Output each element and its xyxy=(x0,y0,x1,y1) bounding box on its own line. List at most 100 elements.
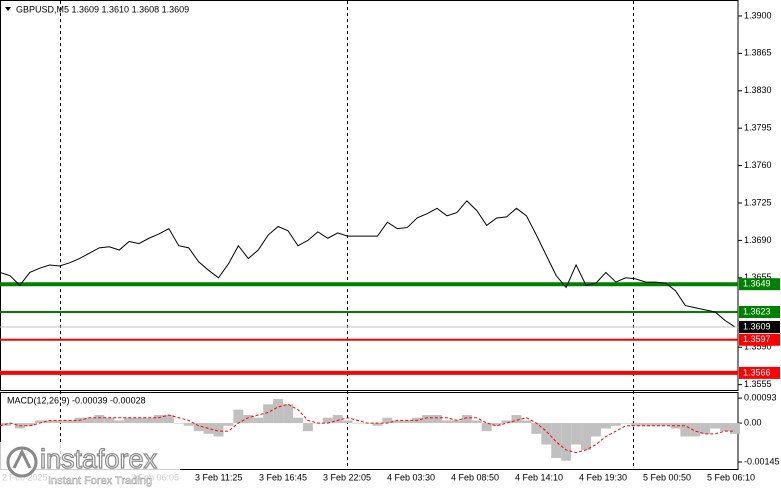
macd-bar xyxy=(144,417,154,424)
macd-bar xyxy=(283,404,294,424)
macd-bar xyxy=(660,423,671,426)
x-tick-label: 4 Feb 14:10 xyxy=(515,472,563,482)
macd-bar xyxy=(382,417,393,424)
y-tick-label: 1.3655 xyxy=(744,272,772,282)
watermark-tagline: Instant Forex Trading xyxy=(48,475,152,487)
price-panel xyxy=(0,0,739,391)
macd-bar xyxy=(551,423,562,458)
macd-bar xyxy=(243,415,254,424)
macd-bar xyxy=(64,420,75,424)
macd-bar xyxy=(521,420,532,424)
y-tick-label: -0.00145 xyxy=(744,456,780,466)
macd-bar xyxy=(273,398,284,424)
macd-bar xyxy=(34,420,45,424)
level-label-bg xyxy=(739,366,780,379)
y-tick-label: 0.00093 xyxy=(744,392,777,402)
macd-bar xyxy=(124,417,135,424)
macd-bar xyxy=(153,415,164,424)
macd-bar xyxy=(402,420,413,424)
macd-bar xyxy=(193,423,204,432)
y-tick-label: 1.3865 xyxy=(744,48,772,58)
macd-bar xyxy=(114,420,125,424)
macd-bar xyxy=(342,420,353,424)
macd-bar xyxy=(233,409,244,424)
macd-bar xyxy=(481,423,492,432)
macd-bar xyxy=(680,423,691,437)
macd-bar xyxy=(620,423,631,424)
macd-bar xyxy=(392,420,403,424)
y-tick-label: 0.00 xyxy=(744,417,762,427)
macd-bar xyxy=(640,423,651,426)
macd-bar xyxy=(352,423,363,424)
x-tick-label: 3 Feb 22:05 xyxy=(323,472,371,482)
macd-bar xyxy=(263,404,274,424)
macd-bar xyxy=(441,420,452,424)
macd-bar xyxy=(372,423,383,426)
macd-bar xyxy=(561,423,572,461)
macd-bar xyxy=(293,417,303,424)
macd-bar xyxy=(451,420,462,424)
macd-bar xyxy=(720,423,731,432)
level-label-bg xyxy=(739,305,780,318)
y-tick-label: 1.3690 xyxy=(744,235,772,245)
macd-bar xyxy=(710,423,721,429)
price-line xyxy=(0,200,736,328)
macd-bar xyxy=(501,420,512,424)
level-label: 1.3649 xyxy=(743,279,771,289)
macd-bar xyxy=(163,415,174,424)
y-tick-label: 1.3830 xyxy=(744,85,772,95)
macd-bar xyxy=(134,417,145,424)
macd-bar xyxy=(253,417,264,424)
last-price-label: 1.3609 xyxy=(743,321,771,331)
macd-bar xyxy=(610,423,621,426)
watermark-brand: instaforex xyxy=(40,444,158,474)
macd-bar xyxy=(541,423,552,445)
level-label: 1.3597 xyxy=(743,334,771,344)
macd-bar xyxy=(183,423,194,426)
x-tick-label: 4 Feb 19:30 xyxy=(579,472,627,482)
y-tick-label: 1.3795 xyxy=(744,123,772,133)
macd-bar xyxy=(511,415,522,424)
macd-bar xyxy=(650,423,661,426)
macd-bar xyxy=(590,423,601,437)
macd-bar xyxy=(581,423,591,450)
macd-bar xyxy=(84,417,95,424)
menu-arrow xyxy=(5,7,11,11)
x-tick-label: 4 Feb 08:50 xyxy=(451,472,499,482)
level-label: 1.3623 xyxy=(743,306,771,316)
y-tick-label: 1.3590 xyxy=(744,342,772,352)
macd-bar xyxy=(94,415,105,424)
macd-bar xyxy=(670,423,681,429)
x-tick-label: 3 Feb 16:45 xyxy=(259,472,307,482)
y-tick-label: 1.3725 xyxy=(744,197,772,207)
macd-bar xyxy=(104,417,115,424)
watermark-logo-mark xyxy=(12,448,32,469)
watermark: instaforex Instant Forex Trading xyxy=(0,442,180,489)
level-label-bg xyxy=(739,278,780,291)
macd-bar xyxy=(322,417,333,424)
macd-bar xyxy=(690,423,701,437)
level-label-bg xyxy=(739,333,780,346)
chart-title: GBPUSD,M5 1.3609 1.3610 1.3608 1.3609 xyxy=(16,4,189,14)
macd-bar xyxy=(730,423,740,434)
plot-layer: 1.3900 1.3865 1.3830 1.3795 1.3760 1.3725 1.36… xyxy=(0,10,780,466)
macd-bar xyxy=(700,423,711,434)
y-tick-label: 1.3555 xyxy=(744,379,772,389)
x-tick-label: 4 Feb 03:30 xyxy=(387,472,435,482)
x-tick-label: 5 Feb 06:10 xyxy=(707,472,755,482)
macd-bar xyxy=(422,415,433,424)
watermark-logo xyxy=(6,446,38,478)
macd-bar xyxy=(491,423,502,426)
macd-bar xyxy=(54,420,65,424)
x-tick-label: 5 Feb 00:50 xyxy=(643,472,691,482)
period-separators xyxy=(60,1,634,469)
macd-bar xyxy=(203,423,214,434)
y-tick-label: 1.3900 xyxy=(744,10,772,20)
last-price-bg xyxy=(739,320,780,333)
macd-bar xyxy=(531,423,542,434)
macd-bar xyxy=(630,423,641,426)
macd-bar xyxy=(461,415,472,424)
macd-bar xyxy=(213,423,224,437)
